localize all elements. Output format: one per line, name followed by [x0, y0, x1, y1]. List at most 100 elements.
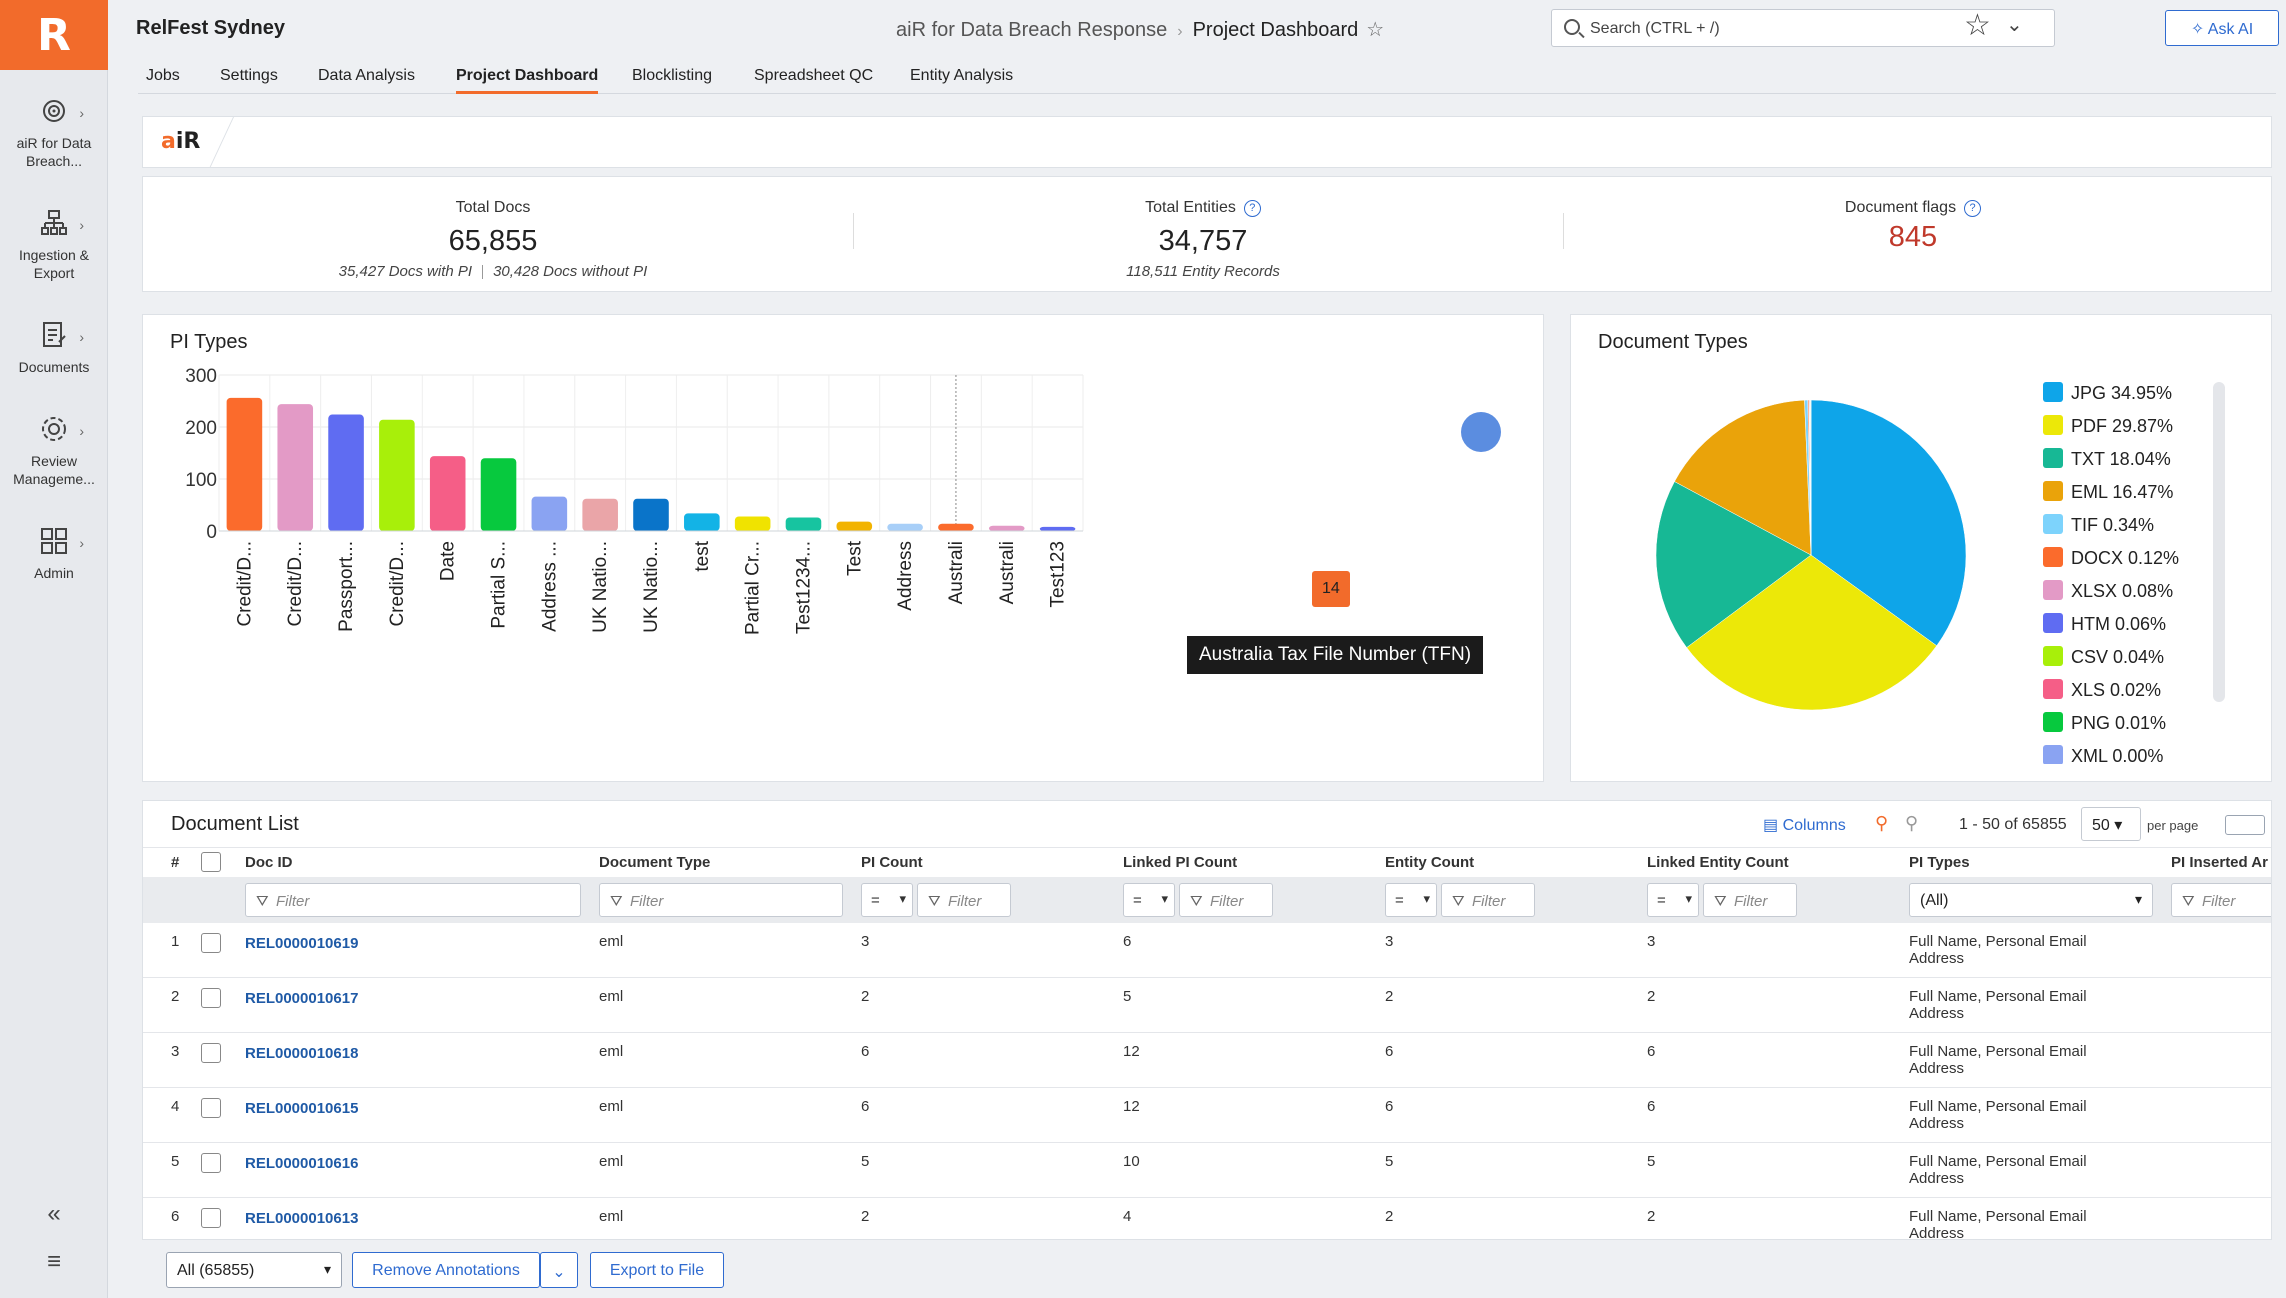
col-header-document-type[interactable]: Document Type — [599, 854, 711, 871]
doc-id-filter[interactable]: ⛛ Filter — [245, 883, 581, 917]
table-row[interactable]: 6 REL0000010613 eml 2 4 2 2 Full Name, Personal… — [143, 1198, 2271, 1239]
pie-slice[interactable] — [1655, 481, 1812, 648]
bar[interactable] — [582, 498, 618, 531]
row-checkbox[interactable] — [201, 933, 221, 953]
pie-slice[interactable] — [1686, 554, 1938, 711]
pi-inserted-filter[interactable]: ⛛ Filter — [2171, 883, 2271, 917]
hamburger-menu-icon[interactable]: ≡ — [46, 1248, 61, 1275]
row-checkbox[interactable] — [201, 1098, 221, 1118]
tab-data-analysis[interactable]: Data Analysis — [318, 67, 415, 84]
linked-entity-count-operator[interactable]: = — [1647, 883, 1699, 917]
tab-entity-analysis[interactable]: Entity Analysis — [910, 67, 1014, 84]
bar[interactable] — [277, 404, 314, 531]
bar[interactable] — [379, 419, 415, 531]
page-nav-buttons[interactable] — [2225, 815, 2265, 835]
col-header-linked-pi-count[interactable]: Linked PI Count — [1123, 854, 1238, 871]
linked-pi-count-filter[interactable]: ⛛ Filter — [1179, 883, 1273, 917]
bar[interactable] — [887, 523, 923, 531]
help-icon[interactable]: ? — [1243, 200, 1261, 217]
rail-item-review[interactable]: › Review Manageme... — [0, 414, 108, 488]
doc-id-link[interactable]: REL0000010617 — [245, 990, 359, 1007]
bar[interactable] — [633, 498, 669, 531]
tab-settings[interactable]: Settings — [220, 67, 278, 84]
entity-count-filter[interactable]: ⛛ Filter — [1441, 883, 1535, 917]
table-row[interactable]: 5 REL0000010616 eml 5 10 5 5 Full Name, Persona… — [143, 1143, 2271, 1198]
row-checkbox[interactable] — [201, 988, 221, 1008]
bar[interactable] — [938, 523, 974, 531]
col-header-entity-count[interactable]: Entity Count — [1385, 854, 1475, 871]
clear-filter-icon[interactable]: ⚲ — [1905, 813, 1919, 833]
bar[interactable] — [531, 496, 568, 531]
bar[interactable] — [785, 517, 822, 531]
remove-annotations-dropdown[interactable]: ⌄ — [540, 1252, 578, 1288]
bar[interactable] — [684, 513, 720, 531]
app-logo[interactable]: R — [0, 0, 108, 70]
col-header-doc-id[interactable]: Doc ID — [245, 854, 293, 871]
doc-id-link[interactable]: REL0000010619 — [245, 935, 359, 952]
pi-types-filter-select[interactable]: (All) — [1909, 883, 2153, 917]
col-header-linked-entity-count[interactable]: Linked Entity Count — [1647, 854, 1789, 871]
col-header-pi-types[interactable]: PI Types — [1909, 854, 1970, 871]
document-type-filter[interactable]: ⛛ Filter — [599, 883, 843, 917]
pi-count-operator[interactable]: = — [861, 883, 913, 917]
rail-item-admin[interactable]: › Admin — [0, 526, 108, 582]
help-icon[interactable]: ? — [1964, 200, 1982, 217]
favorites-star-icon[interactable]: ☆ — [1964, 9, 1991, 42]
rail-item-documents[interactable]: › Documents — [0, 320, 108, 376]
row-checkbox[interactable] — [201, 1153, 221, 1173]
rail-item-ingestion[interactable]: › Ingestion & Export — [0, 208, 108, 282]
legend-item[interactable]: XML 0.00% — [2043, 745, 2213, 764]
bar[interactable] — [734, 516, 771, 531]
tab-spreadsheet-qc[interactable]: Spreadsheet QC — [754, 67, 874, 84]
pie-slice[interactable] — [1674, 399, 1812, 556]
rail-item-air[interactable]: › aiR for Data Breach... — [0, 96, 108, 170]
table-row[interactable]: 2 REL0000010617 eml 2 5 2 2 Full Name, Personal… — [143, 978, 2271, 1033]
chart-menu-button[interactable] — [1461, 412, 1501, 452]
columns-button[interactable]: ▤ Columns — [1763, 815, 1846, 835]
bar[interactable] — [226, 397, 263, 531]
collapse-rail-icon[interactable]: « — [47, 1200, 61, 1227]
bar[interactable] — [1039, 526, 1076, 531]
legend-item[interactable]: XLS 0.02% — [2043, 679, 2213, 712]
pie-slice[interactable] — [1810, 399, 1967, 647]
doc-id-link[interactable]: REL0000010618 — [245, 1045, 359, 1062]
table-row[interactable]: 4 REL0000010615 eml 6 12 6 6 Full Name, Persona… — [143, 1088, 2271, 1143]
doc-id-link[interactable]: REL0000010616 — [245, 1155, 359, 1172]
tab-jobs[interactable]: Jobs — [146, 67, 180, 84]
scope-select[interactable]: All (65855) — [166, 1252, 342, 1288]
col-header-pi-count[interactable]: PI Count — [861, 854, 923, 871]
legend-item[interactable]: PDF 29.87% — [2043, 415, 2213, 448]
legend-item[interactable]: XLSX 0.08% — [2043, 580, 2213, 613]
ask-ai-button[interactable]: ✧ Ask AI — [2165, 10, 2279, 46]
remove-annotations-button[interactable]: Remove Annotations — [352, 1252, 540, 1288]
tab-project-dashboard[interactable]: Project Dashboard — [456, 67, 599, 94]
table-row[interactable]: 3 REL0000010618 eml 6 12 6 6 Full Name, Persona… — [143, 1033, 2271, 1088]
legend-item[interactable]: JPG 34.95% — [2043, 382, 2213, 415]
bar[interactable] — [480, 458, 517, 531]
export-to-file-button[interactable]: Export to File — [590, 1252, 724, 1288]
legend-item[interactable]: TXT 18.04% — [2043, 448, 2213, 481]
legend-scrollbar[interactable] — [2213, 382, 2225, 702]
legend-item[interactable]: HTM 0.06% — [2043, 613, 2213, 646]
legend-item[interactable]: DOCX 0.12% — [2043, 547, 2213, 580]
row-checkbox[interactable] — [201, 1043, 221, 1063]
document-flags-value[interactable]: 845 — [1888, 221, 1938, 253]
legend-item[interactable]: PNG 0.01% — [2043, 712, 2213, 745]
tab-blocklisting[interactable]: Blocklisting — [632, 67, 713, 84]
filter-icon[interactable]: ⚲ — [1875, 813, 1889, 833]
legend-item[interactable]: TIF 0.34% — [2043, 514, 2213, 547]
project-name[interactable]: RelFest Sydney — [136, 17, 285, 39]
linked-pi-count-operator[interactable]: = — [1123, 883, 1175, 917]
doc-id-link[interactable]: REL0000010613 — [245, 1210, 359, 1227]
bar[interactable] — [836, 521, 873, 531]
page-size-select[interactable]: 50 ▾ — [2081, 807, 2141, 841]
breadcrumb-app[interactable]: aiR for Data Breach Response — [896, 19, 1168, 41]
favorite-star-icon[interactable]: ☆ — [1366, 19, 1385, 41]
legend-item[interactable]: CSV 0.04% — [2043, 646, 2213, 679]
doc-id-link[interactable]: REL0000010615 — [245, 1100, 359, 1117]
table-row[interactable]: 1 REL0000010619 eml 3 6 3 3 Full Name, Personal… — [143, 923, 2271, 978]
chevron-down-icon[interactable]: ⌄ — [2006, 14, 2023, 36]
legend-item[interactable]: EML 16.47% — [2043, 481, 2213, 514]
row-checkbox[interactable] — [201, 1208, 221, 1228]
col-header-pi-inserted[interactable]: PI Inserted Ar — [2171, 854, 2268, 871]
